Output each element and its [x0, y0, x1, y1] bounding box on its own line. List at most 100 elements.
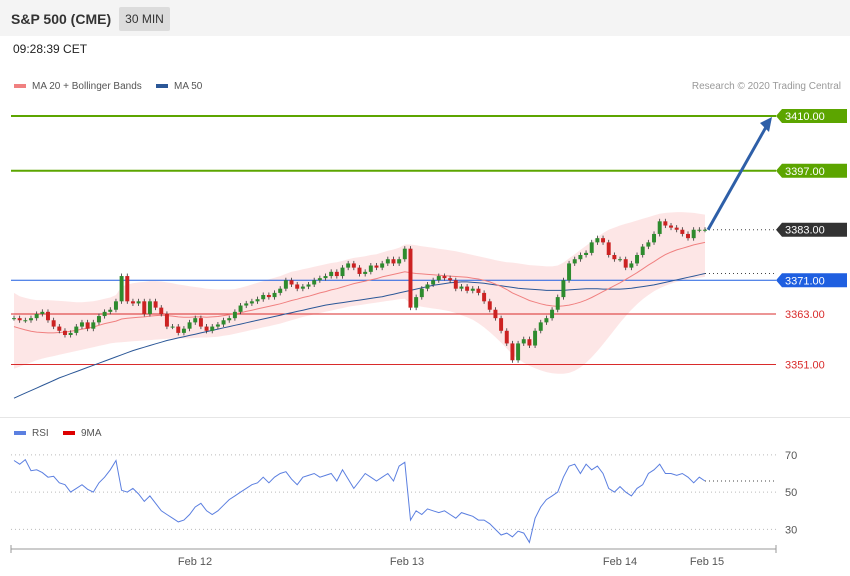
- candle-body: [499, 318, 504, 331]
- candle-body: [351, 263, 356, 268]
- candle-body: [487, 301, 492, 310]
- candle-body: [521, 339, 526, 344]
- candle-body: [57, 326, 62, 331]
- candle-body: [414, 297, 419, 308]
- candle-body: [623, 259, 628, 268]
- candle-body: [170, 326, 175, 328]
- ma9-swatch-icon: [63, 431, 75, 436]
- candle-body: [516, 343, 521, 361]
- candle-body: [40, 311, 45, 314]
- candle-body: [493, 309, 498, 319]
- candle-body: [572, 259, 577, 264]
- candle-body: [181, 328, 186, 333]
- candle-body: [482, 292, 487, 302]
- candle-body: [476, 288, 481, 293]
- candle-body: [340, 267, 345, 277]
- candle-body: [442, 276, 447, 279]
- candle-body: [159, 307, 164, 314]
- legend-rsi-label: RSI: [32, 428, 49, 439]
- level-tag-3410.00: [776, 109, 847, 124]
- candle-body: [334, 271, 339, 277]
- candle-body: [453, 280, 458, 289]
- timeframe-badge[interactable]: 30 MIN: [119, 7, 170, 31]
- candle-body: [397, 259, 402, 264]
- candle-body: [204, 326, 209, 331]
- legend-ma20: MA 20 + Bollinger Bands: [14, 81, 142, 92]
- candle-body: [459, 286, 464, 289]
- candle-body: [306, 284, 311, 287]
- candle-body: [249, 301, 254, 304]
- candle-body: [227, 318, 232, 321]
- candle-body: [79, 322, 84, 327]
- candle-body: [465, 286, 470, 291]
- candle-body: [51, 320, 56, 327]
- candle-body: [374, 265, 379, 268]
- candle-body: [125, 276, 130, 302]
- candle-body: [198, 318, 203, 327]
- candle-body: [346, 263, 351, 268]
- candle-body: [408, 248, 413, 308]
- ma50-swatch-icon: [156, 84, 168, 89]
- candle-body: [589, 242, 594, 253]
- x-tick-label: Feb 12: [178, 556, 212, 568]
- legend-ma9-label: 9MA: [81, 428, 102, 439]
- candle-body: [317, 278, 322, 281]
- candle-body: [29, 318, 33, 321]
- candle-body: [85, 322, 90, 329]
- rsi-line: [13, 458, 706, 544]
- candle-body: [261, 295, 266, 300]
- ma20-swatch-icon: [14, 84, 26, 89]
- candle-body: [391, 259, 396, 264]
- legend-rsi: RSI: [14, 428, 49, 439]
- candle-body: [584, 252, 589, 255]
- legend-ma50: MA 50: [156, 81, 202, 92]
- candle-body: [436, 276, 441, 281]
- candle-body: [652, 233, 657, 243]
- candle-body: [533, 330, 538, 346]
- candle-body: [164, 313, 169, 327]
- candle-body: [312, 280, 317, 285]
- rsi-tick-label: 30: [785, 524, 797, 536]
- x-tick-label: Feb 15: [690, 556, 724, 568]
- candle-body: [187, 322, 192, 329]
- candle-body: [691, 229, 696, 239]
- candle-body: [578, 255, 583, 260]
- candle-body: [96, 316, 101, 323]
- candle-body: [669, 225, 673, 228]
- rsi-tick-label: 70: [785, 450, 797, 462]
- candle-body: [91, 322, 96, 329]
- candle-body: [567, 263, 572, 281]
- ma20-line: [13, 241, 706, 334]
- candle-body: [510, 343, 515, 361]
- candle-body: [232, 311, 237, 319]
- candle-body: [289, 280, 294, 285]
- x-tick-label: Feb 13: [390, 556, 424, 568]
- candle-body: [561, 280, 566, 298]
- x-tick-label: Feb 14: [603, 556, 637, 568]
- candle-body: [176, 326, 181, 333]
- candle-body: [74, 326, 79, 333]
- candle-body: [323, 276, 328, 279]
- candle-body: [448, 278, 453, 281]
- candle-body: [606, 242, 611, 255]
- candle-body: [703, 229, 707, 231]
- ma50-line: [13, 273, 706, 399]
- level-label-3371.00: 3371.00: [785, 275, 825, 287]
- candle-body: [210, 326, 215, 331]
- instrument-title: S&P 500 (CME): [11, 11, 112, 27]
- candle-body: [147, 301, 152, 314]
- legend-ma50-label: MA 50: [174, 81, 203, 92]
- candle-body: [431, 280, 436, 285]
- candle-body: [12, 318, 16, 320]
- level-label-3410.00: 3410.00: [785, 111, 825, 123]
- candle-body: [385, 259, 390, 264]
- candle-body: [504, 330, 509, 344]
- candle-body: [544, 318, 549, 323]
- candle-body: [244, 303, 249, 306]
- title-bar: S&P 500 (CME) 30 MIN: [0, 0, 850, 36]
- level-label-3363.00: 3363.00: [785, 309, 825, 321]
- level-tag-3397.00: [776, 163, 847, 178]
- candle-body: [238, 305, 243, 312]
- candle-body: [380, 263, 385, 268]
